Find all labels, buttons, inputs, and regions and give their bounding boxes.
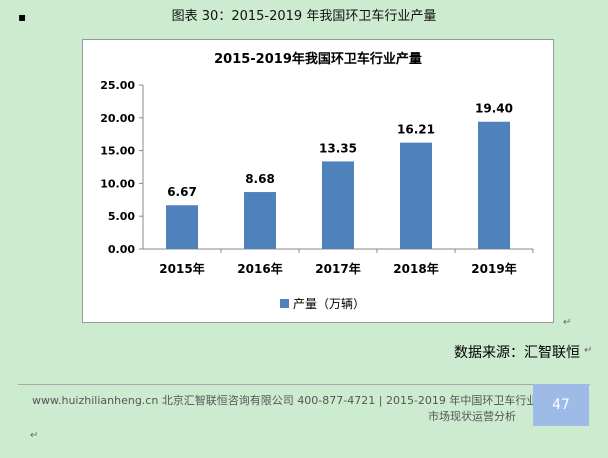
- bar: [244, 192, 276, 249]
- footer: www.huizhilianheng.cn 北京汇智联恒咨询有限公司 400-8…: [32, 392, 537, 408]
- bar-value-label: 13.35: [319, 141, 357, 155]
- y-tick-label: 10.00: [100, 177, 135, 190]
- paragraph-mark-icon: ↵: [584, 345, 593, 356]
- bar: [322, 161, 354, 249]
- bar-value-label: 6.67: [167, 185, 197, 199]
- bar-value-label: 16.21: [397, 123, 435, 137]
- bar: [166, 205, 198, 249]
- footer-website[interactable]: www.huizhilianheng.cn: [32, 394, 159, 407]
- figure-caption: 图表 30：2015-2019 年我国环卫车行业产量: [171, 9, 437, 24]
- x-tick-label: 2015年: [159, 261, 204, 276]
- x-tick-label: 2016年: [237, 261, 282, 276]
- paragraph-mark-icon: ↵: [30, 430, 39, 441]
- footer-company: 北京汇智联恒咨询有限公司: [161, 394, 294, 407]
- paragraph-mark-icon: ↵: [563, 317, 572, 328]
- bar: [478, 121, 510, 249]
- footer-divider: [18, 384, 590, 385]
- bar-chart: 2015-2019年我国环卫车行业产量 0.00 5.00 10.00 15.00 20…: [100, 51, 534, 311]
- legend-label: 产量（万辆）: [293, 297, 365, 311]
- data-source: 数据来源：汇智联恒: [454, 345, 580, 361]
- x-tick-label: 2018年: [393, 261, 438, 276]
- chart-title: 2015-2019年我国环卫车行业产量: [214, 51, 422, 67]
- y-tick-label: 20.00: [100, 112, 135, 125]
- footer-phone: 400-877-4721: [297, 394, 376, 407]
- y-tick-label: 0.00: [108, 243, 135, 256]
- bar-value-label: 8.68: [245, 172, 275, 186]
- legend-swatch: [280, 299, 289, 308]
- bar-value-label: 19.40: [475, 102, 513, 116]
- x-tick-label: 2017年: [315, 261, 360, 276]
- y-tick-label: 25.00: [100, 79, 135, 92]
- y-tick-label: 15.00: [100, 145, 135, 158]
- bar: [400, 142, 432, 249]
- chart-frame: 2015-2019年我国环卫车行业产量 0.00 5.00 10.00 15.00 20…: [82, 39, 554, 323]
- list-bullet: ▪: [18, 10, 27, 24]
- y-tick-label: 5.00: [108, 210, 135, 223]
- x-tick-label: 2019年: [471, 261, 516, 276]
- footer-report-title: | 2015-2019 年中国环卫车行业: [378, 394, 538, 407]
- page-number: 47: [533, 384, 589, 426]
- footer-report-subtitle: 市场现状运营分析: [428, 410, 516, 423]
